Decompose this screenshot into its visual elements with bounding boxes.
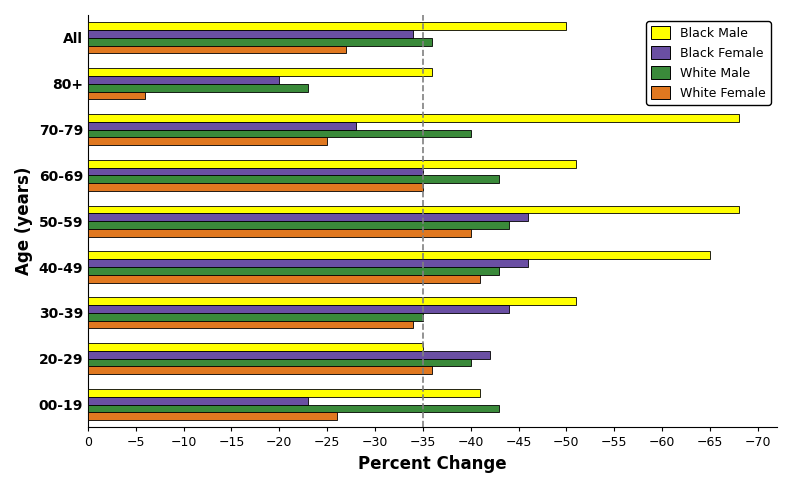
Bar [88,213,528,221]
Bar [88,366,432,374]
Bar [88,84,308,92]
Bar [88,397,308,405]
Bar [88,137,327,145]
Bar [88,351,490,359]
Bar [88,229,470,237]
Bar [88,359,470,366]
Bar [88,405,500,412]
Bar [88,76,280,84]
Bar [88,259,528,267]
Legend: Black Male, Black Female, White Male, White Female: Black Male, Black Female, White Male, Wh… [646,21,771,104]
Bar [88,68,432,76]
Bar [88,92,146,100]
Bar [88,305,509,313]
Bar [88,22,566,30]
Bar [88,297,576,305]
Bar [88,412,337,420]
Bar [88,114,739,122]
Bar [88,30,413,38]
Bar [88,129,470,137]
X-axis label: Percent Change: Percent Change [358,455,507,473]
Bar [88,46,346,54]
Bar [88,167,423,175]
Bar [88,389,480,397]
Bar [88,275,480,283]
Bar [88,160,576,167]
Bar [88,321,413,328]
Bar [88,313,423,321]
Bar [88,267,500,275]
Bar [88,205,739,213]
Bar [88,175,500,183]
Bar [88,38,432,46]
Bar [88,122,356,129]
Bar [88,251,710,259]
Y-axis label: Age (years): Age (years) [15,167,33,275]
Bar [88,183,423,191]
Bar [88,343,423,351]
Bar [88,221,509,229]
